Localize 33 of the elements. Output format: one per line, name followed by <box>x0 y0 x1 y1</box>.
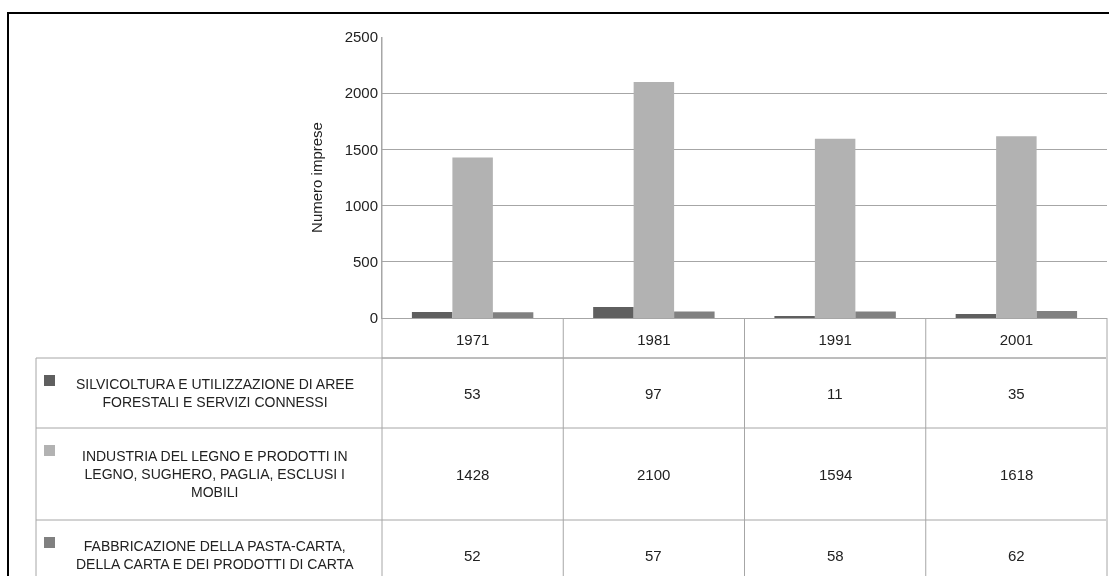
data-label: 97 <box>645 385 662 402</box>
data-label: 52 <box>464 547 481 564</box>
y-tick-label: 500 <box>352 253 378 271</box>
legend-label: SILVICOLTURA E UTILIZZAZIONE DI AREE FORESTALI E SERVIZI CONNESSI <box>76 376 354 411</box>
data-label: 2100 <box>637 466 671 483</box>
bar <box>855 311 896 318</box>
data-label: 11 <box>827 385 843 402</box>
y-axis-title: Numero imprese <box>307 122 325 233</box>
legend-label: INDUSTRIA DEL LEGNO E PRODOTTI IN LEGNO, SUGHERO, PAGLIA, ESCLUSI I MOBILI <box>82 448 348 501</box>
y-tick-label: 2500 <box>344 28 378 46</box>
data-label: 53 <box>464 385 481 402</box>
y-tick-label: 2000 <box>344 84 378 102</box>
x-tick-label: 1991 <box>818 331 852 348</box>
y-tick-label: 1500 <box>344 140 378 158</box>
bar <box>1036 311 1078 318</box>
y-tick-label: 0 <box>369 309 378 327</box>
bar <box>593 307 634 318</box>
data-label: 1618 <box>1000 466 1034 483</box>
data-label: 58 <box>827 547 844 564</box>
x-tick-label: 1971 <box>455 331 490 348</box>
data-label: 35 <box>1008 385 1025 402</box>
data-label: 1428 <box>456 466 490 483</box>
y-tick-label: 1000 <box>344 196 378 214</box>
x-tick-label: 1981 <box>637 331 671 348</box>
legend-label: FABBRICAZIONE DELLA PASTA-CARTA, DELLA CARTA E DEI PRODOTTI DI CARTA <box>76 538 355 573</box>
data-label: 62 <box>1008 547 1025 564</box>
x-tick-label: 2001 <box>999 331 1034 348</box>
bar <box>492 312 534 318</box>
data-label: 1594 <box>819 466 853 483</box>
bar <box>955 314 997 318</box>
data-label: 57 <box>645 547 662 564</box>
bar <box>674 311 715 318</box>
bar <box>411 312 453 318</box>
